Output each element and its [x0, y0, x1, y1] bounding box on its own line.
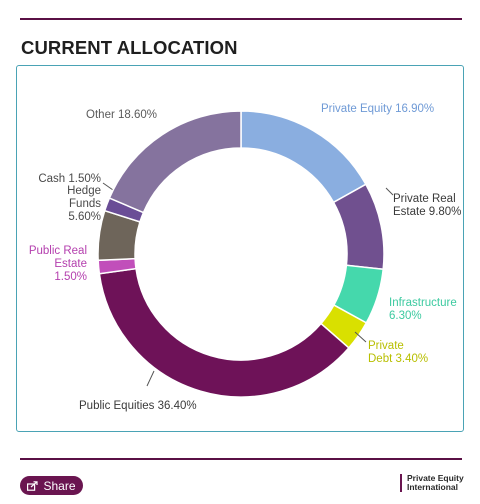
share-button[interactable]: Share — [20, 476, 83, 495]
leader-line-private-real-estate — [385, 187, 394, 196]
label-line: Other 18.60% — [86, 109, 157, 121]
label-line: 6.30% — [389, 310, 422, 322]
label-line: Public Equities 36.40% — [79, 400, 197, 412]
share-icon — [27, 480, 39, 491]
allocation-donut-chart: Private Equity 16.90% Private Real Estate … — [29, 103, 462, 412]
label-line: 1.50% — [54, 271, 87, 283]
label-line: 5.60% — [68, 211, 101, 223]
label-cash: Cash 1.50% — [38, 173, 101, 185]
label-public-real-estate: Public Real Estate 1.50% — [29, 245, 87, 283]
label-line: Private Real — [393, 193, 456, 205]
label-infrastructure: Infrastructure 6.30% — [389, 297, 457, 322]
label-private-equity: Private Equity 16.90% — [321, 103, 434, 115]
label-line: Estate — [54, 258, 87, 270]
label-line: Public Real — [29, 245, 87, 257]
bottom-divider — [20, 458, 462, 460]
label-public-equities: Public Equities 36.40% — [79, 400, 197, 412]
label-line: Private — [368, 340, 404, 352]
leader-line-public-equities — [146, 370, 155, 387]
label-line: Private Equity 16.90% — [321, 103, 434, 115]
leader-line-private-debt — [354, 331, 367, 343]
leader-line-cash — [102, 182, 114, 191]
label-line: Infrastructure — [389, 297, 457, 309]
share-label: Share — [43, 478, 76, 493]
label-line: Debt 3.40% — [368, 353, 428, 365]
label-hedge-funds: Hedge Funds 5.60% — [67, 185, 101, 223]
top-divider — [20, 18, 462, 20]
brand-line-1: Private Equity — [407, 473, 464, 483]
label-line: Funds — [69, 198, 101, 210]
slice-other[interactable] — [108, 110, 242, 214]
brand-line-2: International — [407, 482, 459, 492]
slice-public-equities[interactable] — [98, 267, 350, 398]
brand-logo: Private Equity International — [400, 474, 464, 492]
label-private-debt: Private Debt 3.40% — [368, 340, 428, 365]
chart-title: CURRENT ALLOCATION — [21, 37, 238, 58]
label-line: Estate 9.80% — [393, 206, 461, 218]
label-private-real-estate: Private Real Estate 9.80% — [393, 193, 461, 218]
label-line: Cash 1.50% — [38, 173, 101, 185]
chart-card: Private Equity 16.90% Private Real Estate … — [16, 65, 464, 432]
label-line: Hedge — [67, 185, 101, 197]
label-other: Other 18.60% — [86, 109, 157, 121]
slice-private-equity[interactable] — [240, 110, 367, 204]
